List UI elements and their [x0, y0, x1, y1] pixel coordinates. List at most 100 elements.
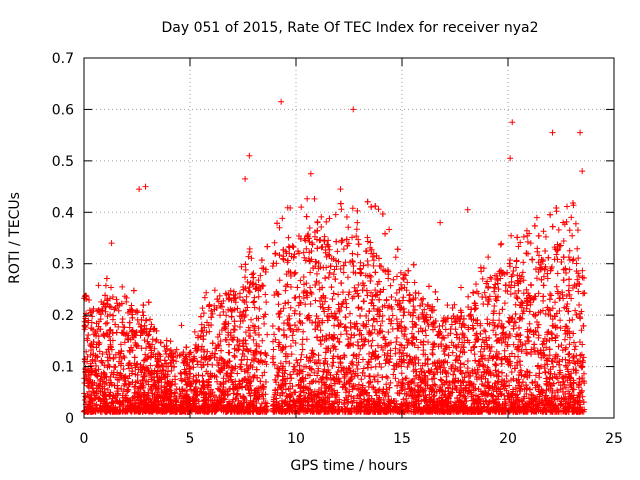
- data-point: [299, 341, 306, 348]
- data-point: [115, 307, 122, 314]
- data-points: [81, 98, 588, 415]
- data-point: [239, 340, 246, 347]
- data-point: [350, 352, 357, 359]
- data-point: [89, 313, 96, 320]
- data-point: [554, 270, 561, 277]
- data-point: [471, 343, 478, 350]
- data-point: [216, 292, 223, 299]
- data-point: [173, 385, 180, 392]
- data-point: [270, 346, 277, 353]
- data-point: [264, 331, 271, 338]
- data-point: [453, 356, 460, 363]
- data-point: [473, 281, 480, 288]
- data-point: [344, 274, 351, 281]
- data-point: [524, 238, 531, 245]
- data-point: [362, 248, 369, 255]
- data-point: [262, 291, 269, 298]
- data-point: [315, 352, 322, 359]
- data-point: [383, 373, 390, 380]
- data-point: [495, 286, 502, 293]
- data-point: [323, 218, 330, 225]
- data-point: [353, 226, 360, 233]
- data-point: [244, 278, 251, 285]
- data-point: [287, 380, 294, 387]
- data-point: [539, 307, 546, 314]
- data-point: [523, 286, 530, 293]
- data-point: [555, 226, 562, 233]
- data-point: [392, 254, 399, 261]
- data-point: [314, 372, 321, 379]
- data-point: [533, 275, 540, 282]
- data-point: [279, 215, 286, 222]
- data-point: [372, 363, 379, 370]
- data-point: [534, 245, 541, 252]
- data-point: [96, 348, 103, 355]
- data-point: [296, 293, 303, 300]
- data-point: [300, 249, 307, 256]
- data-point: [255, 293, 262, 300]
- data-point: [256, 305, 263, 312]
- chart-title: Day 051 of 2015, Rate Of TEC Index for r…: [161, 20, 538, 36]
- data-point: [297, 277, 304, 284]
- data-point: [417, 325, 424, 332]
- data-point: [282, 358, 289, 365]
- data-point: [358, 376, 365, 383]
- data-point: [343, 330, 350, 337]
- data-point: [393, 273, 400, 280]
- data-point: [479, 275, 486, 282]
- data-point: [508, 232, 515, 239]
- data-point: [559, 347, 566, 354]
- data-point: [555, 343, 562, 350]
- data-point: [524, 350, 531, 357]
- data-point: [345, 336, 352, 343]
- data-point: [250, 336, 257, 343]
- data-point: [458, 284, 465, 291]
- data-point: [332, 346, 339, 353]
- data-point: [498, 391, 505, 398]
- data-point: [345, 224, 352, 231]
- data-point: [338, 239, 345, 246]
- data-point: [323, 253, 330, 260]
- data-point: [557, 317, 564, 324]
- data-point: [269, 323, 276, 330]
- data-point: [297, 388, 304, 395]
- data-point: [306, 225, 313, 231]
- data-point: [334, 248, 341, 255]
- data-point: [102, 282, 109, 289]
- data-point: [200, 310, 207, 317]
- data-point: [95, 333, 102, 340]
- data-point: [117, 341, 124, 348]
- data-point: [307, 269, 314, 276]
- data-point: [356, 351, 363, 358]
- data-point: [364, 234, 371, 241]
- data-point: [490, 387, 497, 394]
- data-point: [477, 348, 484, 355]
- data-point: [271, 239, 278, 246]
- data-point: [547, 290, 554, 297]
- data-point: [508, 369, 515, 376]
- data-point: [568, 214, 575, 221]
- data-point: [572, 220, 579, 227]
- data-point: [400, 294, 407, 301]
- data-point: [330, 271, 337, 278]
- data-point: [498, 356, 505, 363]
- data-point: [298, 204, 305, 211]
- data-point: [120, 324, 127, 331]
- data-point: [102, 320, 109, 327]
- data-point: [553, 283, 560, 290]
- data-point: [574, 245, 581, 252]
- data-point: [507, 377, 514, 384]
- data-point: [364, 261, 371, 268]
- data-point: [251, 304, 258, 311]
- data-point: [422, 332, 429, 339]
- data-point: [311, 369, 318, 376]
- data-point: [288, 284, 295, 291]
- data-point: [569, 257, 576, 264]
- data-point: [449, 349, 456, 356]
- data-point: [410, 303, 417, 310]
- data-point: [248, 316, 255, 323]
- data-point: [177, 370, 184, 377]
- data-point: [147, 316, 154, 323]
- data-point: [223, 337, 230, 344]
- data-point: [307, 301, 314, 308]
